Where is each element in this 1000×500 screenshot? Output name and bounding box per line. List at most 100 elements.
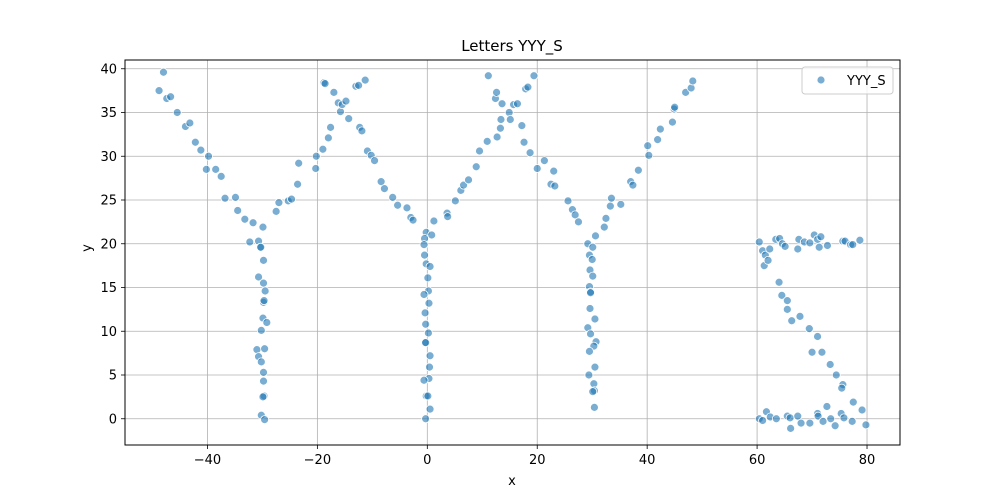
scatter-point: [589, 402, 599, 412]
scatter-point: [388, 192, 398, 202]
scatter-point: [793, 244, 803, 254]
scatter-point: [805, 238, 815, 248]
x-tick-label: 0: [423, 453, 431, 468]
scatter-point: [586, 329, 595, 339]
scatter-point: [771, 414, 781, 424]
scatter-point: [857, 405, 867, 415]
scatter-point: [588, 242, 598, 252]
scatter-point: [424, 328, 433, 338]
scatter-point: [519, 137, 529, 147]
y-tick-label: 20: [100, 237, 117, 252]
scatter-point: [804, 324, 814, 334]
x-tick-label: −40: [194, 453, 221, 468]
scatter-point: [848, 397, 858, 407]
scatter-point: [172, 108, 182, 117]
scatter-point: [570, 210, 580, 220]
scatter-point: [464, 175, 473, 185]
scatter-point: [758, 416, 767, 425]
legend-marker: [816, 75, 826, 85]
scatter-point: [831, 370, 841, 380]
x-tick-label: 40: [639, 453, 656, 468]
scatter-point: [425, 351, 435, 361]
scatter-point: [818, 416, 828, 426]
scatter-point: [529, 71, 539, 81]
y-tick-label: 10: [100, 325, 117, 340]
y-tick-label: 30: [100, 150, 117, 165]
scatter-point: [644, 150, 654, 160]
scatter-point: [628, 180, 638, 190]
scatter-point: [475, 146, 484, 156]
scatter-point: [805, 418, 815, 428]
y-tick-label: 5: [109, 369, 117, 384]
scatter-point: [420, 250, 429, 260]
scatter-point: [196, 145, 206, 155]
scatter-point: [584, 370, 594, 380]
x-tick-label: −20: [304, 453, 331, 468]
scatter-point: [825, 360, 835, 369]
scatter-point: [341, 96, 351, 106]
scatter-point: [450, 196, 460, 206]
scatter-point: [471, 162, 481, 172]
scatter-point: [786, 423, 796, 433]
scatter-point: [323, 133, 333, 143]
scatter-point: [813, 332, 822, 341]
scatter-point: [532, 164, 542, 173]
scatter-point: [256, 325, 266, 335]
scatter-point: [816, 232, 826, 242]
scatter-point: [421, 414, 431, 424]
scatter-point: [360, 75, 370, 85]
scatter-point: [357, 126, 367, 136]
scatter-point: [329, 87, 339, 97]
scatter-point: [425, 262, 435, 271]
scatter-point: [483, 71, 493, 81]
scatter-point: [643, 141, 653, 151]
scatter-point: [254, 272, 263, 282]
scatter-point: [782, 304, 792, 314]
scatter-point: [408, 215, 418, 225]
scatter-point: [591, 231, 600, 241]
scatter-point: [326, 122, 335, 132]
scatter-point: [260, 344, 270, 354]
y-tick-label: 15: [100, 281, 117, 296]
scatter-point: [427, 230, 437, 240]
scatter-point: [588, 271, 598, 281]
scatter-point: [822, 402, 832, 411]
scatter-point: [780, 241, 790, 251]
scatter-point: [574, 217, 583, 227]
scatter-point: [585, 346, 594, 356]
scatter-point: [616, 199, 626, 209]
scatter-point: [670, 102, 680, 112]
scatter-point: [256, 357, 266, 367]
scatter-point: [154, 86, 164, 96]
scatter-point: [393, 200, 403, 210]
scatter-point: [201, 164, 211, 174]
y-axis-label: y: [80, 244, 95, 252]
y-tick-label: 40: [100, 62, 117, 77]
scatter-point: [294, 158, 304, 168]
scatter-point: [848, 240, 858, 250]
scatter-point: [633, 165, 643, 175]
scatter-point: [231, 192, 240, 202]
scatter-point: [259, 278, 268, 288]
scatter-point: [482, 136, 492, 146]
scatter-point: [311, 164, 321, 173]
scatter-point: [855, 235, 865, 245]
scatter-point: [185, 118, 195, 128]
scatter-point: [419, 375, 429, 385]
axis-ticks: −40 −20 0 20 40 60 80 0 5 10 15 20 25 30 35 40: [100, 62, 875, 468]
scatter-point: [425, 404, 435, 414]
scatter-point: [549, 166, 559, 176]
scatter-point: [344, 114, 354, 124]
scatter-point: [274, 198, 284, 208]
scatter-point: [590, 314, 600, 324]
scatter-point: [259, 255, 268, 265]
scatter-point: [588, 387, 598, 397]
scatter-point: [233, 206, 243, 215]
scatter-point: [563, 196, 573, 206]
scatter-point: [497, 99, 507, 109]
scatter-point: [539, 156, 549, 166]
scatter-point: [402, 203, 412, 213]
scatter-point: [311, 151, 321, 161]
scatter-point: [587, 255, 597, 264]
